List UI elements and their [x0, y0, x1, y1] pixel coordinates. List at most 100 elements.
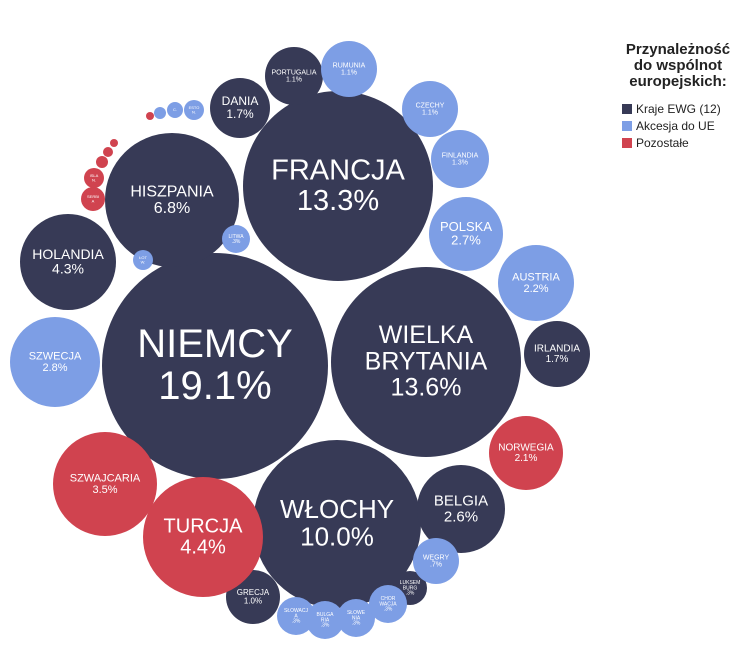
legend-title-line: do wspólnot	[633, 57, 723, 74]
bubble-label: ESTO	[189, 105, 200, 110]
bubble-label: TURCJA	[164, 515, 244, 537]
bubble-circle	[321, 41, 377, 97]
bubble-label: A	[294, 613, 298, 619]
bubble-circle	[265, 47, 323, 105]
bubble-label: BELGIA	[434, 493, 488, 510]
bubble-circle	[429, 197, 503, 271]
bubble-label: POLSKA	[440, 219, 492, 234]
legend-label-other: Pozostałe	[636, 135, 689, 150]
bubble-circle	[167, 102, 183, 118]
bubble-label: NIEMCY	[137, 322, 293, 366]
bubble-value: 19.1%	[158, 364, 271, 408]
bubble-label: SZWECJA	[29, 350, 82, 362]
bubble-label: WIELKA	[379, 321, 474, 349]
bubble-value: 1.1%	[286, 77, 302, 84]
bubble-circle	[413, 538, 459, 584]
bubble-label: WĘGRY	[423, 554, 450, 561]
bubble-circle	[210, 78, 270, 138]
bubble-label: SŁOWE	[347, 610, 366, 616]
legend: Przynależność do wspólnot europejskich: …	[604, 42, 752, 151]
bubble-label: W.	[141, 259, 146, 264]
bubble-value: 3.5%	[92, 484, 117, 496]
bubble-cypr: C.	[167, 102, 183, 118]
bubble-value: 2.1%	[515, 453, 538, 464]
bubble-label: RIA	[321, 617, 330, 623]
bubble-value: .3%	[352, 621, 361, 627]
bubble-circle	[489, 416, 563, 490]
bubble-label: NIA	[352, 615, 361, 621]
legend-label-ewg: Kraje EWG (12)	[636, 101, 721, 116]
bubble-circle	[143, 477, 263, 597]
bubble-value: 1.1%	[341, 70, 357, 77]
bubble-value: .3%	[232, 239, 241, 245]
bubble-label: CZECHY	[416, 102, 445, 109]
bubble-label: A	[92, 198, 95, 203]
bubble-unlabeled	[103, 147, 113, 157]
bubble-circle	[402, 81, 458, 137]
bubble-value: 1.7%	[226, 107, 254, 121]
bubble-litwa: LITWA.3%	[222, 225, 250, 253]
bubble-circle	[417, 465, 505, 553]
bubble-circle	[498, 245, 574, 321]
bubble-circle	[431, 130, 489, 188]
legend-label-ue: Akcesja do UE	[636, 118, 715, 133]
bubble-label: LITWA	[228, 234, 244, 240]
bubble-label: FRANCJA	[271, 154, 405, 186]
legend-title-line: europejskich:	[629, 73, 727, 90]
bubble-unlabeled	[110, 139, 118, 147]
legend-swatch-ue	[622, 120, 632, 131]
bubble-value: 4.4%	[180, 536, 226, 558]
legend-swatch-other	[622, 137, 632, 148]
bubble-value: 6.8%	[154, 200, 190, 217]
bubble-value: 13.6%	[391, 374, 462, 402]
bubble-circle	[277, 597, 315, 635]
bubble-label: ŁOT	[139, 255, 147, 260]
legend-item-ue: Akcesja do UE	[604, 117, 752, 134]
bubble-circle	[154, 107, 166, 119]
bubble-wegry: WĘGRY.7%	[413, 538, 459, 584]
bubble-circle	[105, 133, 239, 267]
bubble-label: ISLA	[90, 173, 99, 178]
bubble-circle	[102, 253, 328, 479]
bubble-value: 2.7%	[451, 233, 481, 248]
bubble-label: GRECJA	[237, 588, 270, 597]
bubble-label: FINLANDIA	[442, 152, 479, 159]
bubble-label: AUSTRIA	[512, 271, 560, 283]
bubble-circle	[53, 432, 157, 536]
legend-title: Przynależność do wspólnot europejskich:	[604, 42, 752, 90]
bubble-label: DANIA	[222, 94, 259, 108]
bubble-circle	[20, 214, 116, 310]
bubble-value: .3%	[406, 591, 415, 597]
bubble-circle	[110, 139, 118, 147]
bubble-circle	[84, 168, 104, 188]
bubble-label: WŁOCHY	[280, 494, 394, 524]
bubble-value: 1.0%	[244, 597, 262, 606]
bubble-label: LUKSEM	[400, 580, 421, 586]
legend-item-ewg: Kraje EWG (12)	[604, 100, 752, 117]
bubble-circle	[243, 91, 433, 281]
bubble-circle	[222, 225, 250, 253]
bubble-label: RUMUNIA	[333, 62, 366, 69]
bubble-label: BULGA	[317, 612, 335, 618]
bubble-malta	[154, 107, 166, 119]
bubble-label: HISZPANIA	[130, 183, 214, 200]
